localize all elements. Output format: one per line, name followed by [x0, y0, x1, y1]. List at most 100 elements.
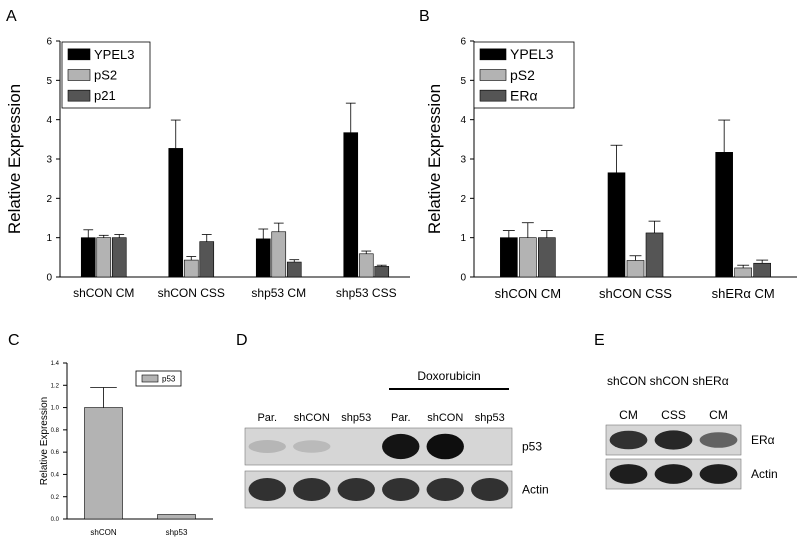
chart-a-bar — [80, 237, 96, 278]
chart-b-y-tick-label: 0 — [460, 273, 466, 284]
chart-a-category-label: shCON CSS — [158, 286, 225, 300]
blot-e-band — [699, 432, 738, 448]
blot-e-band — [609, 430, 648, 450]
chart-a-bar — [255, 238, 271, 278]
panel-label-b: B — [419, 8, 430, 25]
blot-d-row-label: Actin — [522, 483, 549, 497]
blot-d-band — [382, 433, 420, 460]
chart-a-legend-label: pS2 — [94, 68, 117, 83]
chart-a-y-tick-label: 4 — [46, 115, 52, 126]
chart-a-category-label: shp53 CSS — [336, 286, 397, 300]
blot-d-membrane — [244, 470, 513, 509]
blot-d-membrane — [244, 427, 513, 466]
blot-d-band — [382, 478, 420, 501]
chart-a-bar — [286, 261, 302, 278]
chart-a-legend-swatch — [67, 89, 91, 102]
chart-b: 0 1 2 3 4 5 6 Relative Expression shCON CM shCON … — [425, 37, 797, 301]
chart-b-y-tick-label: 6 — [460, 37, 466, 48]
chart-c-bar — [84, 407, 123, 520]
chart-b-bar — [626, 260, 645, 278]
blot-e-lane-label: CM — [619, 408, 638, 422]
chart-a-y-tick-label: 1 — [46, 233, 52, 244]
panel-label-c: C — [8, 332, 20, 349]
chart-a-category-label: shCON CM — [73, 286, 134, 300]
chart-b-category-label: shCON CM — [495, 286, 561, 301]
chart-c-y-label: Relative Expression — [39, 397, 50, 485]
blot-e-lane-label: CSS — [661, 408, 686, 422]
chart-a-legend-swatch — [67, 48, 91, 61]
chart-a-y-tick-label: 5 — [46, 76, 52, 87]
treatment-label: Doxorubicin — [417, 369, 480, 383]
chart-a: 0 1 2 3 4 5 6 Relative Expression shCON CM shCON … — [5, 37, 410, 300]
panel-label-a: A — [6, 8, 17, 25]
chart-c-bar — [157, 514, 196, 520]
blot-d-band — [248, 478, 286, 501]
blot-d-lane-label: shp53 — [475, 412, 505, 424]
chart-c-y-tick-label: 0.2 — [51, 495, 60, 501]
chart-a-y-tick-label: 6 — [46, 37, 52, 48]
chart-c-y-tick-label: 1.4 — [51, 361, 60, 367]
chart-c-category-label: shp53 — [166, 528, 188, 537]
chart-b-bar — [607, 172, 626, 278]
blot-e-group-labels: shCON shCON shERα — [607, 374, 729, 388]
chart-b-bar — [715, 152, 733, 278]
chart-b-bar — [645, 232, 664, 278]
chart-b-bar — [538, 237, 556, 278]
blot-e-row-label: ERα — [751, 433, 775, 447]
chart-c-y-tick-label: 1.2 — [51, 383, 60, 389]
blot-d-lane-label: shp53 — [341, 412, 371, 424]
blot-d-band — [426, 478, 464, 501]
blot-d-lane-label: shCON — [427, 412, 463, 424]
chart-b-category-label: shCON CSS — [599, 286, 672, 301]
chart-a-bar — [374, 266, 390, 278]
blot-e-band — [699, 464, 738, 484]
blot-e-band — [609, 464, 648, 484]
chart-c-legend-swatch — [141, 374, 159, 383]
chart-a-bar — [96, 237, 112, 278]
chart-b-bar — [500, 237, 518, 278]
chart-c-category-label: shCON — [90, 528, 116, 537]
chart-b-y-tick-label: 5 — [460, 76, 466, 87]
blot-e-band — [654, 430, 693, 450]
chart-b-category-label: shERα CM — [712, 286, 775, 301]
chart-a-y-tick-label: 3 — [46, 155, 52, 166]
chart-c-legend-label: p53 — [162, 374, 176, 383]
chart-c-y-tick-label: 0.8 — [51, 428, 60, 434]
chart-c-y-tick-label: 0.0 — [51, 517, 60, 523]
chart-c-y-tick-label: 1.0 — [51, 406, 60, 412]
blot-d-band — [293, 440, 331, 453]
chart-a-bar — [343, 132, 359, 278]
chart-c: 0.0 0.2 0.4 0.6 0.8 1.0 1.2 1.4 Relative Express… — [39, 361, 213, 537]
chart-b-bar — [734, 267, 752, 278]
chart-a-y-label: Relative Expression — [5, 84, 24, 234]
chart-a-bar — [271, 231, 287, 278]
chart-a-bar — [111, 237, 127, 278]
chart-b-bar — [753, 262, 771, 278]
chart-a-y-tick-label: 0 — [46, 273, 52, 284]
blot-e-band — [654, 464, 693, 484]
chart-b-legend-label: YPEL3 — [510, 46, 554, 62]
chart-c-y-tick-label: 0.4 — [51, 473, 60, 479]
chart-b-legend-swatch — [479, 48, 507, 61]
chart-b-legend-swatch — [479, 69, 507, 81]
chart-b-legend-label: ERα — [510, 88, 538, 104]
blot-d-band — [248, 440, 286, 453]
chart-a-bar — [183, 259, 199, 278]
chart-b-y-label: Relative Expression — [425, 84, 444, 234]
blot-e-lane-label: CM — [709, 408, 728, 422]
chart-a-legend-swatch — [67, 69, 91, 81]
chart-a-bar — [358, 253, 374, 278]
chart-b-y-tick-label: 2 — [460, 194, 466, 205]
chart-a-legend-label: YPEL3 — [94, 47, 134, 62]
blot-d-lane-label: Par. — [391, 412, 411, 424]
chart-a-legend-label: p21 — [94, 88, 116, 103]
blot-d-band — [293, 478, 331, 501]
chart-b-y-tick-label: 4 — [460, 115, 466, 126]
blot-d-band — [337, 478, 375, 501]
chart-a-bar — [168, 148, 184, 278]
blot-d-band — [426, 433, 464, 460]
chart-a-category-label: shp53 CM — [251, 286, 306, 300]
chart-b-bar — [519, 237, 537, 278]
blot-d-lane-label: Par. — [257, 412, 277, 424]
